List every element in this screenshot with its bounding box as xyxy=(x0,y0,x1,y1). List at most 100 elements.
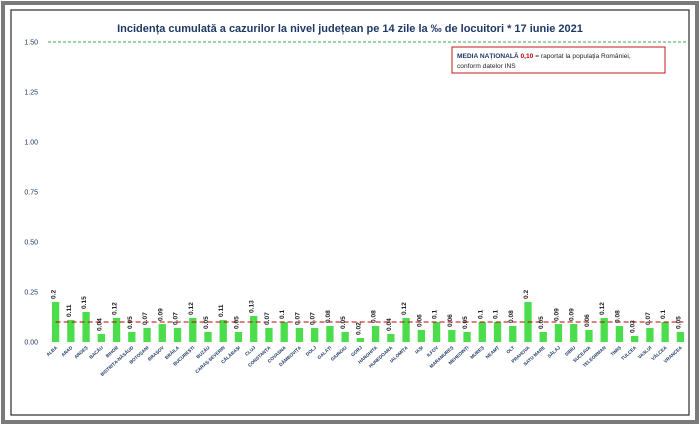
data-label: 0.07 xyxy=(264,312,271,325)
data-label: 0.1 xyxy=(477,310,484,319)
data-label: 0.06 xyxy=(584,314,591,327)
bar xyxy=(219,320,227,342)
bars xyxy=(51,302,685,342)
bar xyxy=(143,328,151,342)
data-label: 0.2 xyxy=(51,290,58,299)
y-tick-label: 1.00 xyxy=(24,140,38,147)
legend-text-line2: conform datelor INS xyxy=(457,63,516,70)
data-label: 0.12 xyxy=(112,302,119,315)
data-label: 0.11 xyxy=(66,304,73,317)
data-label: 0.2 xyxy=(523,290,530,299)
legend-text-line1: MEDIA NAȚIONALĂ 0,10 = raportat la popul… xyxy=(457,51,631,60)
data-label: 0.05 xyxy=(127,316,134,329)
data-label: 0.13 xyxy=(249,300,256,313)
data-label: 0.12 xyxy=(188,302,195,315)
bar xyxy=(234,332,243,342)
bar xyxy=(539,332,547,342)
bar xyxy=(478,322,486,342)
data-label: 0.1 xyxy=(279,310,286,319)
data-label: 0.1 xyxy=(432,310,439,319)
data-label: 0.05 xyxy=(675,316,682,329)
bar xyxy=(646,328,654,342)
legend-text: = raportat la populația României, xyxy=(535,53,631,60)
y-tick-label: 0.50 xyxy=(24,240,38,247)
x-tick-label: IAȘI xyxy=(414,345,425,355)
data-label: 0.08 xyxy=(325,310,332,323)
bar xyxy=(676,332,685,342)
chart-title: Incidența cumulată a cazurilor la nivel … xyxy=(117,23,583,35)
bar xyxy=(509,326,517,342)
data-label: 0.02 xyxy=(355,322,362,335)
data-label: 0.07 xyxy=(645,312,652,325)
bar xyxy=(97,334,105,342)
data-label: 0.07 xyxy=(142,312,149,325)
data-label: 0.07 xyxy=(173,312,180,325)
bar xyxy=(311,328,319,342)
bar xyxy=(463,332,471,342)
bar xyxy=(341,332,349,342)
bar xyxy=(189,318,197,342)
bar xyxy=(417,330,425,342)
data-label: 0.12 xyxy=(401,302,408,315)
data-label: 0.09 xyxy=(569,308,576,321)
bar xyxy=(448,330,456,342)
bar xyxy=(661,322,669,342)
data-label: 0.08 xyxy=(508,310,515,323)
bar xyxy=(493,322,502,342)
legend-box xyxy=(451,46,666,74)
bar xyxy=(570,324,578,342)
bar xyxy=(295,328,304,342)
bar xyxy=(371,326,380,342)
y-tick-label: 1.50 xyxy=(24,40,38,47)
bar xyxy=(387,334,395,342)
bar xyxy=(158,324,166,342)
data-label: 0.11 xyxy=(218,304,225,317)
data-label: 0.05 xyxy=(538,316,545,329)
bar xyxy=(173,328,182,342)
x-tick-label: OLT xyxy=(506,345,516,355)
data-label: 0.05 xyxy=(340,316,347,329)
bar xyxy=(82,312,90,342)
data-label: 0.09 xyxy=(157,308,164,321)
data-label: 0.09 xyxy=(553,308,560,321)
data-label: 0.08 xyxy=(614,310,621,323)
y-tick-label: 0.25 xyxy=(24,290,38,297)
data-label: 0.05 xyxy=(203,316,210,329)
data-label: 0.04 xyxy=(386,318,393,331)
bar xyxy=(356,338,365,342)
data-label: 0.07 xyxy=(294,312,301,325)
data-label: 0.12 xyxy=(599,302,606,315)
bar xyxy=(600,318,608,342)
y-tick-label: 0.75 xyxy=(24,190,38,197)
legend-label: MEDIA NAȚIONALĂ xyxy=(457,51,519,60)
bar xyxy=(67,320,75,342)
data-label: 0.07 xyxy=(310,312,317,325)
bar xyxy=(585,330,593,342)
bar xyxy=(432,322,441,342)
bar xyxy=(112,318,121,342)
bar xyxy=(326,326,334,342)
data-label: 0.1 xyxy=(493,310,500,319)
data-label: 0.06 xyxy=(447,314,454,327)
bar xyxy=(554,324,563,342)
bar xyxy=(128,332,136,342)
bar xyxy=(402,318,410,342)
y-tick-label: 0.00 xyxy=(24,340,38,347)
legend-value: 0,10 xyxy=(521,53,534,60)
data-label: 0.15 xyxy=(81,296,88,309)
national-average-legend: MEDIA NAȚIONALĂ 0,10 = raportat la popul… xyxy=(451,46,666,74)
data-label: 0.04 xyxy=(96,318,103,331)
bar xyxy=(280,322,288,342)
data-label: 0.08 xyxy=(371,310,378,323)
bar xyxy=(250,316,258,342)
data-labels: 0.2 0.11 0.15 0.04 0.12 0.05 0.07 0.09 0.07 0.12 0… xyxy=(51,290,683,335)
bar xyxy=(204,332,212,342)
bar xyxy=(265,328,273,342)
inner-border xyxy=(10,9,690,416)
bar xyxy=(615,326,624,342)
bar xyxy=(631,336,639,342)
data-label: 0.1 xyxy=(660,310,667,319)
data-label: 0.03 xyxy=(630,320,637,333)
